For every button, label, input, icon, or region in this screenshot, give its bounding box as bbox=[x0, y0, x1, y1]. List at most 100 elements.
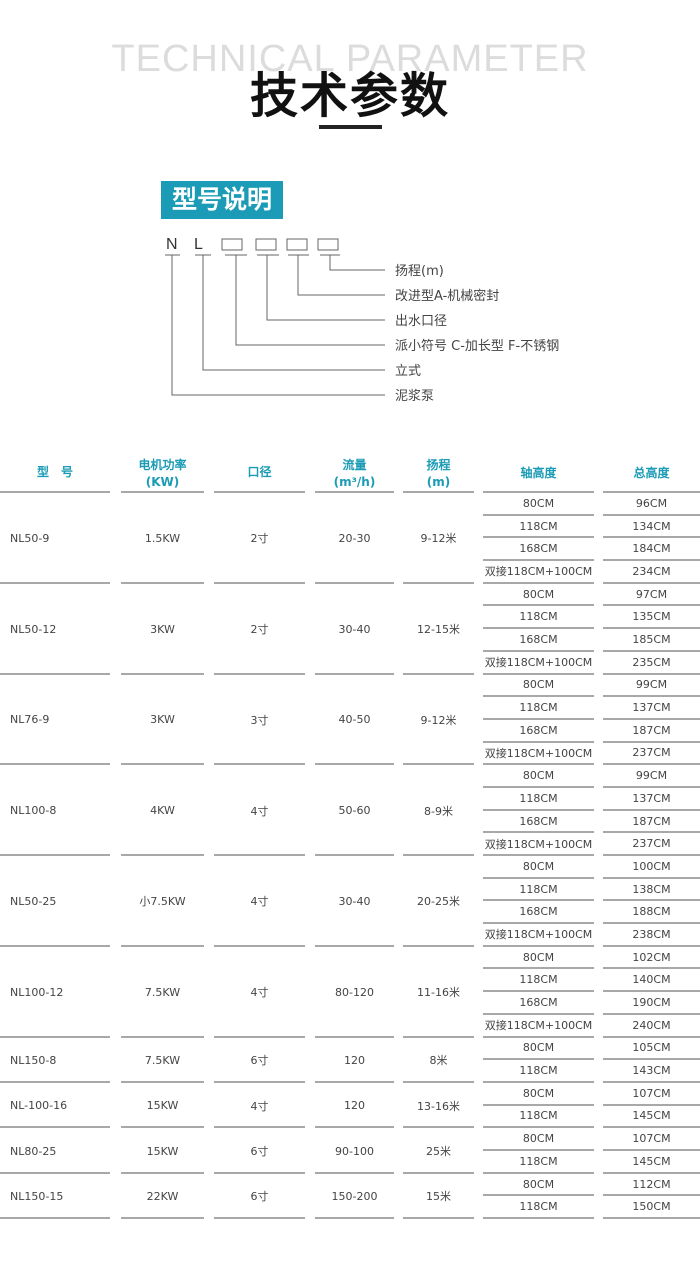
cell-caliber: 4寸 bbox=[250, 1099, 269, 1113]
row-rule bbox=[403, 763, 474, 766]
row-rule bbox=[121, 1217, 204, 1220]
row-rule bbox=[315, 944, 394, 947]
row-rule bbox=[0, 763, 110, 766]
cell-total: 190CM bbox=[632, 996, 671, 1010]
cell-head: 20-25米 bbox=[417, 895, 460, 909]
row-rule bbox=[315, 1035, 394, 1038]
cell-model: NL100-12 bbox=[10, 985, 64, 999]
cell-shaft: 80CM bbox=[522, 859, 555, 873]
cell-power: 15KW bbox=[146, 1099, 179, 1113]
sub-row-rule bbox=[483, 627, 594, 630]
sub-row-rule bbox=[483, 604, 594, 607]
cell-power: 小7.5KW bbox=[139, 895, 186, 909]
sub-row-rule bbox=[483, 559, 594, 562]
cell-total: 140CM bbox=[632, 973, 671, 987]
cell-shaft: 118CM bbox=[519, 519, 558, 533]
header-line1: 口径 bbox=[247, 465, 272, 479]
cell-total: 99CM bbox=[635, 678, 668, 692]
cell-shaft: 118CM bbox=[519, 1154, 558, 1168]
cell-shaft: 168CM bbox=[519, 996, 558, 1010]
cell-total: 100CM bbox=[632, 859, 671, 873]
cell-caliber: 2寸 bbox=[250, 532, 269, 546]
cell-shaft: 80CM bbox=[522, 496, 555, 510]
code-letter-l: L bbox=[194, 236, 203, 253]
cell-flow: 120 bbox=[344, 1099, 365, 1113]
sub-row-rule bbox=[603, 944, 700, 947]
row-rule bbox=[403, 672, 474, 675]
model-explanation-badge: 型号说明 bbox=[161, 181, 283, 219]
column-header-power: 电机功率 (KW) bbox=[121, 457, 204, 491]
cell-total: 150CM bbox=[632, 1200, 671, 1214]
cell-total: 134CM bbox=[632, 519, 671, 533]
cell-total: 135CM bbox=[632, 610, 671, 624]
row-rule bbox=[121, 1171, 204, 1174]
sub-row-rule bbox=[483, 944, 594, 947]
sub-row-rule bbox=[483, 1103, 594, 1106]
row-rule bbox=[121, 763, 204, 766]
cell-caliber: 4寸 bbox=[250, 895, 269, 909]
cell-shaft: 118CM bbox=[519, 1064, 558, 1078]
sub-row-rule bbox=[483, 695, 594, 698]
cell-shaft: 80CM bbox=[522, 1132, 555, 1146]
sub-row-rule bbox=[483, 1126, 594, 1129]
cell-shaft: 双接118CM+100CM bbox=[484, 746, 593, 760]
cell-model: NL76-9 bbox=[10, 713, 50, 727]
row-rule bbox=[0, 944, 110, 947]
sub-row-rule bbox=[483, 1080, 594, 1083]
sub-row-rule bbox=[603, 1194, 700, 1197]
header-line1: 总高度 bbox=[633, 466, 670, 480]
cell-caliber: 6寸 bbox=[250, 1054, 269, 1068]
row-rule bbox=[0, 581, 110, 584]
row-rule bbox=[403, 1171, 474, 1174]
sub-row-rule bbox=[483, 672, 594, 675]
cell-flow: 50-60 bbox=[338, 804, 371, 818]
sub-row-rule bbox=[483, 1217, 594, 1220]
sub-row-rule bbox=[603, 763, 700, 766]
cell-caliber: 3寸 bbox=[250, 713, 269, 727]
code-letter-n: N bbox=[166, 236, 178, 253]
cell-shaft: 80CM bbox=[522, 1041, 555, 1055]
label-slurry-pump: 泥浆泵 bbox=[395, 389, 434, 404]
row-rule bbox=[214, 854, 305, 857]
cell-total: 138CM bbox=[632, 882, 671, 896]
cell-total: 97CM bbox=[635, 587, 668, 601]
cell-total: 238CM bbox=[632, 927, 671, 941]
row-rule bbox=[214, 672, 305, 675]
cell-shaft: 80CM bbox=[522, 950, 555, 964]
sub-row-rule bbox=[483, 922, 594, 925]
cell-shaft: 118CM bbox=[519, 973, 558, 987]
header-rule bbox=[121, 491, 204, 493]
cell-power: 22KW bbox=[146, 1189, 179, 1203]
header-line1: 电机功率 bbox=[138, 458, 187, 472]
cell-total: 184CM bbox=[632, 542, 671, 556]
sub-row-rule bbox=[603, 740, 700, 743]
cell-model: NL150-15 bbox=[10, 1189, 64, 1203]
cell-power: 1.5KW bbox=[144, 531, 181, 545]
sub-row-rule bbox=[483, 763, 594, 766]
row-rule bbox=[403, 1217, 474, 1220]
cell-power: 3KW bbox=[150, 622, 175, 636]
sub-row-rule bbox=[483, 513, 594, 516]
sub-row-rule bbox=[603, 1126, 700, 1129]
cell-shaft: 80CM bbox=[522, 1086, 555, 1100]
cell-total: 187CM bbox=[632, 814, 671, 828]
code-box-2 bbox=[255, 238, 277, 251]
cell-caliber: 2寸 bbox=[250, 623, 269, 637]
header-rule bbox=[483, 491, 594, 493]
cell-shaft: 168CM bbox=[519, 905, 558, 919]
cell-shaft: 118CM bbox=[519, 1109, 558, 1123]
row-rule bbox=[315, 763, 394, 766]
sub-row-rule bbox=[603, 695, 700, 698]
row-rule bbox=[403, 1035, 474, 1038]
sub-row-rule bbox=[603, 1035, 700, 1038]
sub-row-rule bbox=[603, 672, 700, 675]
sub-row-rule bbox=[603, 831, 700, 834]
label-outlet-diameter: 出水口径 bbox=[395, 314, 447, 329]
cell-shaft: 双接118CM+100CM bbox=[484, 565, 593, 579]
row-rule bbox=[121, 1035, 204, 1038]
sub-row-rule bbox=[483, 854, 594, 857]
sub-row-rule bbox=[483, 808, 594, 811]
sub-row-rule bbox=[603, 536, 700, 539]
cell-total: 96CM bbox=[635, 496, 668, 510]
cell-head: 8米 bbox=[429, 1054, 448, 1068]
